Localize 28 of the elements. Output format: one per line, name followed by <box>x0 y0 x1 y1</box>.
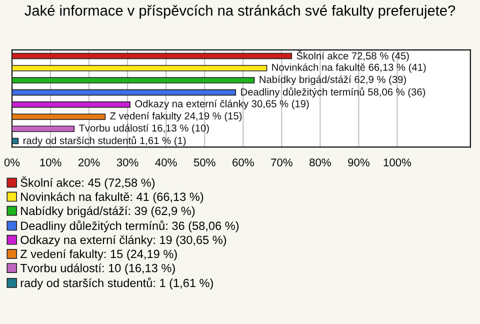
legend-label: Tvorbu událostí: 10 (16,13 %) <box>20 263 175 275</box>
x-tick-label: 30% <box>116 158 138 166</box>
legend-label: Nabídky brigád/stáží: 39 (62,9 %) <box>21 206 195 218</box>
legend-label: Školní akce: 45 (72,58 %) <box>20 176 155 190</box>
x-tick-label: 80% <box>310 158 331 166</box>
data-label: Deadliny důležitých termínů 58,06 % (36) <box>241 87 426 98</box>
legend-label: Z vedení fakulty: 15 (24,19 %) <box>20 249 177 260</box>
data-label: Novinkách na fakultě 66,13 % (41) <box>272 63 426 73</box>
chart-title: Jaké informace v příspěvcích na stránkách své fakulty preferujete? <box>24 4 456 19</box>
x-tick-label: 50% <box>194 158 216 166</box>
x-tick-label: 90% <box>348 158 370 166</box>
x-tick-label: 100% <box>384 158 412 166</box>
legend-label: Deadliny důležitých termínů: 36 (58,06 %) <box>21 220 239 232</box>
x-tick-label: 40% <box>155 158 177 166</box>
data-label: Nabídky brigád/stáží 62,9 % (39) <box>260 75 406 86</box>
legend-label: Novinkách na fakultě: 41 (66,13 %) <box>21 192 204 204</box>
data-label: Z vedení fakulty 24,19 % (15) <box>110 112 242 122</box>
data-label: rady od starších studentů 1,61 % (1) <box>24 136 186 146</box>
x-tick-label: 10% <box>40 158 62 166</box>
x-tick-label: 20% <box>78 158 100 166</box>
x-tick-label: 60% <box>232 158 254 166</box>
legend-label: rady od starších studentů: 1 (1,61 %) <box>20 278 213 290</box>
x-tick-label: 0% <box>4 158 20 166</box>
x-tick-label: 70% <box>271 158 292 166</box>
data-label: Odkazy na externí články 30,65 % (19) <box>135 100 309 110</box>
data-label: Školní akce 72,58 % (45) <box>296 50 409 62</box>
legend-label: Odkazy na externí články: 19 (30,65 %) <box>20 235 226 246</box>
data-label: Tvorbu událostí 16,13 % (10) <box>78 124 209 134</box>
